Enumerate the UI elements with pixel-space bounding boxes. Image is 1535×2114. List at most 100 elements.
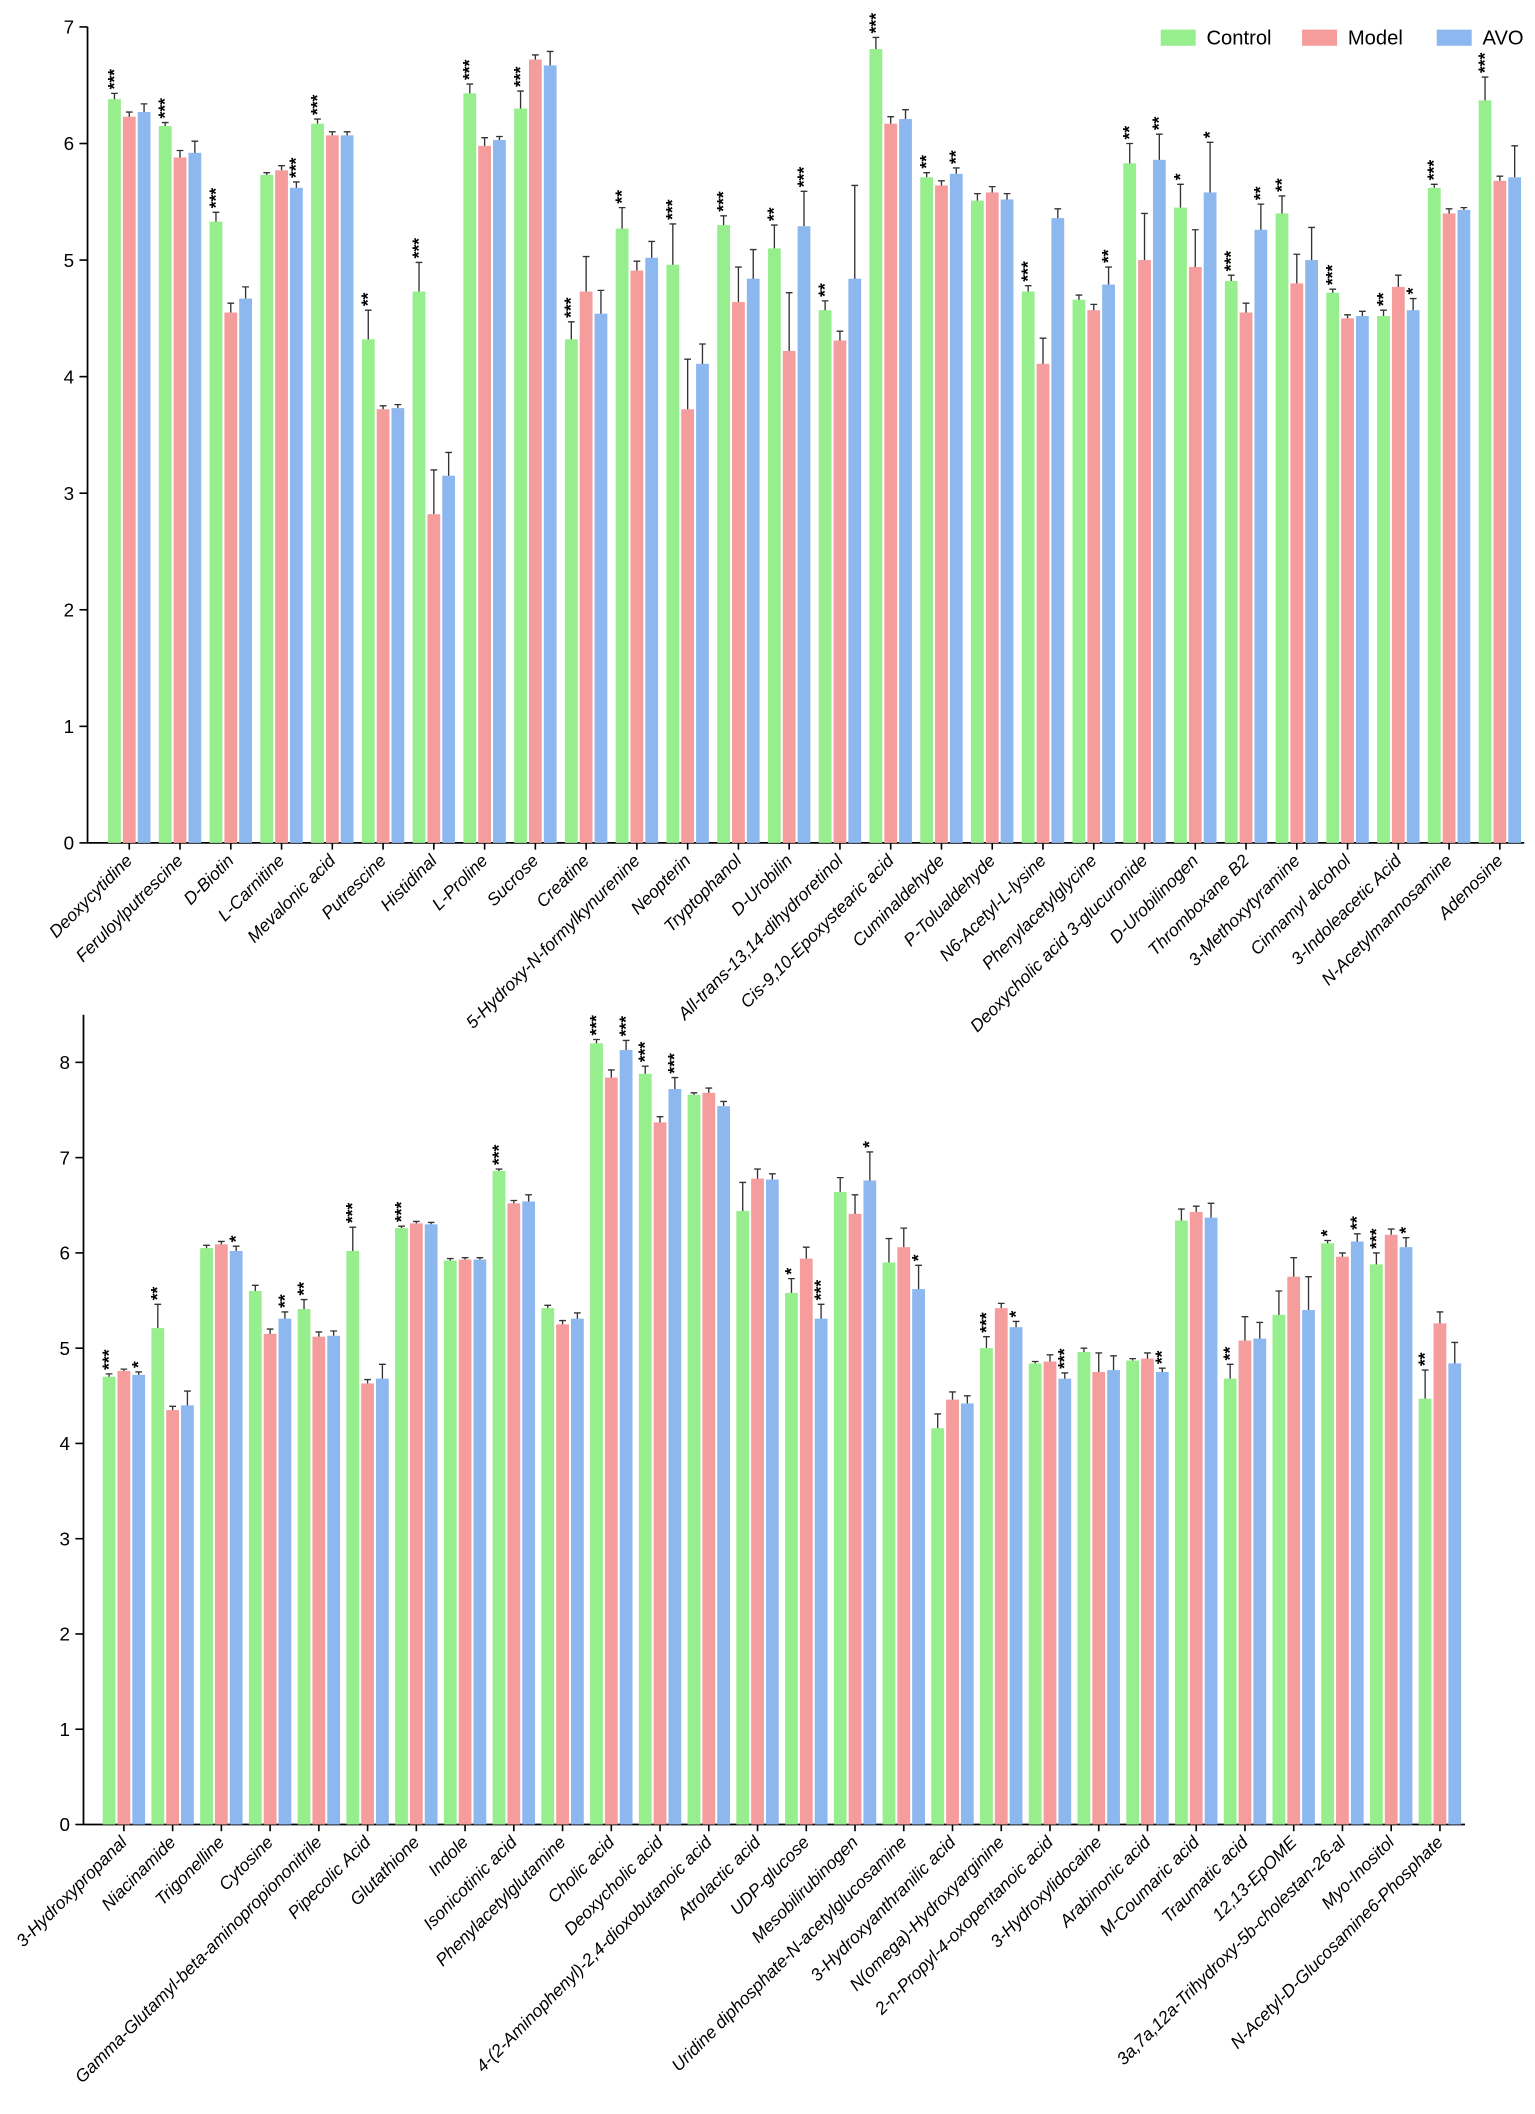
bar — [931, 1428, 945, 1825]
error-bar — [851, 1194, 859, 1214]
bar — [564, 339, 578, 843]
significance-label: *** — [1054, 1348, 1074, 1369]
significance-label: *** — [561, 297, 581, 318]
bar — [717, 225, 731, 843]
bar — [200, 1248, 213, 1825]
bar — [541, 1308, 555, 1825]
y-tick-label: 7 — [64, 17, 74, 38]
significance-label: *** — [459, 59, 479, 80]
bar — [619, 1049, 633, 1825]
y-tick-label: 4 — [60, 1433, 70, 1454]
error-bar — [481, 137, 488, 146]
y-tick-label: 5 — [64, 250, 74, 271]
error-bar — [1227, 274, 1235, 282]
x-tick-label: 2-n-Propyl-4-oxopentanoic acid — [870, 1831, 1058, 2019]
error-bar — [1430, 183, 1438, 188]
error-bar — [836, 1176, 844, 1192]
bar — [985, 192, 999, 843]
bar — [1174, 207, 1187, 843]
bar — [630, 270, 644, 843]
error-bar — [983, 1336, 990, 1349]
significance-label: *** — [976, 1312, 996, 1333]
significance-label: * — [908, 1254, 928, 1261]
error-bar — [739, 1181, 747, 1211]
bar — [1399, 1247, 1413, 1825]
bar — [848, 1213, 862, 1825]
error-bar — [445, 451, 453, 476]
bar — [732, 302, 745, 843]
bar — [615, 228, 629, 843]
bar — [1123, 163, 1137, 843]
error-bar — [169, 1405, 176, 1411]
error-bar — [1451, 1341, 1459, 1364]
error-bar — [461, 1256, 469, 1260]
significance-label: *** — [793, 167, 813, 188]
error-bar — [1359, 310, 1366, 317]
bar — [1355, 316, 1369, 843]
bar — [668, 1089, 682, 1825]
bar — [1391, 286, 1405, 843]
error-bar — [1031, 1360, 1039, 1364]
error-bar — [851, 184, 859, 279]
y-tick-label: 6 — [60, 1243, 70, 1264]
bar — [1072, 299, 1086, 843]
error-bar — [496, 135, 503, 141]
error-bar — [705, 1087, 713, 1093]
bar — [327, 1335, 341, 1825]
bar — [117, 1371, 131, 1825]
error-bar — [997, 1302, 1005, 1309]
bar — [751, 1178, 764, 1825]
error-bar — [1329, 288, 1337, 293]
bar — [604, 1077, 618, 1825]
error-bar — [120, 1368, 128, 1372]
bar — [1253, 1338, 1267, 1825]
bar — [653, 1122, 667, 1825]
significance-label: *** — [391, 1202, 411, 1223]
error-bar — [1144, 1352, 1151, 1359]
bar — [736, 1210, 750, 1825]
bar — [833, 1191, 847, 1825]
bar — [1223, 1378, 1237, 1825]
legend-swatch — [1436, 29, 1472, 46]
bar — [666, 264, 680, 843]
bar — [1406, 310, 1420, 843]
bar — [863, 1180, 877, 1825]
error-bar — [430, 469, 438, 515]
error-bar — [974, 192, 981, 201]
bar — [1028, 1363, 1042, 1825]
significance-label: *** — [1018, 261, 1038, 282]
legend-swatch — [1302, 29, 1338, 46]
bar — [785, 1292, 798, 1825]
bar — [702, 1092, 716, 1825]
bar — [1175, 1220, 1188, 1825]
significance-label: *** — [865, 13, 885, 34]
significance-label: ** — [1373, 292, 1393, 306]
error-bar — [749, 248, 757, 279]
error-bar — [176, 149, 184, 158]
error-bar — [669, 223, 677, 265]
error-bar — [597, 289, 605, 314]
bar — [746, 278, 760, 843]
bar — [1043, 1361, 1057, 1825]
bar — [443, 1260, 457, 1825]
significance-label: *** — [810, 1280, 830, 1301]
significance-label: ** — [764, 207, 784, 221]
error-bar — [531, 54, 539, 60]
error-bar — [988, 185, 996, 193]
error-bar — [517, 90, 524, 109]
bar — [1077, 1351, 1091, 1825]
error-bar — [648, 240, 656, 258]
error-bar — [949, 1391, 956, 1400]
error-bar — [251, 1284, 259, 1291]
error-bar — [754, 1168, 761, 1179]
error-bar — [900, 1227, 908, 1248]
bar — [409, 1223, 423, 1825]
significance-label: *** — [286, 157, 306, 178]
bar — [1107, 1370, 1120, 1825]
bar — [528, 59, 542, 843]
error-bar — [466, 83, 474, 94]
significance-label: *** — [510, 66, 530, 87]
bar — [412, 291, 426, 843]
x-tick-label: 12,13-EpOME — [1208, 1832, 1301, 1925]
bar — [102, 1376, 116, 1825]
